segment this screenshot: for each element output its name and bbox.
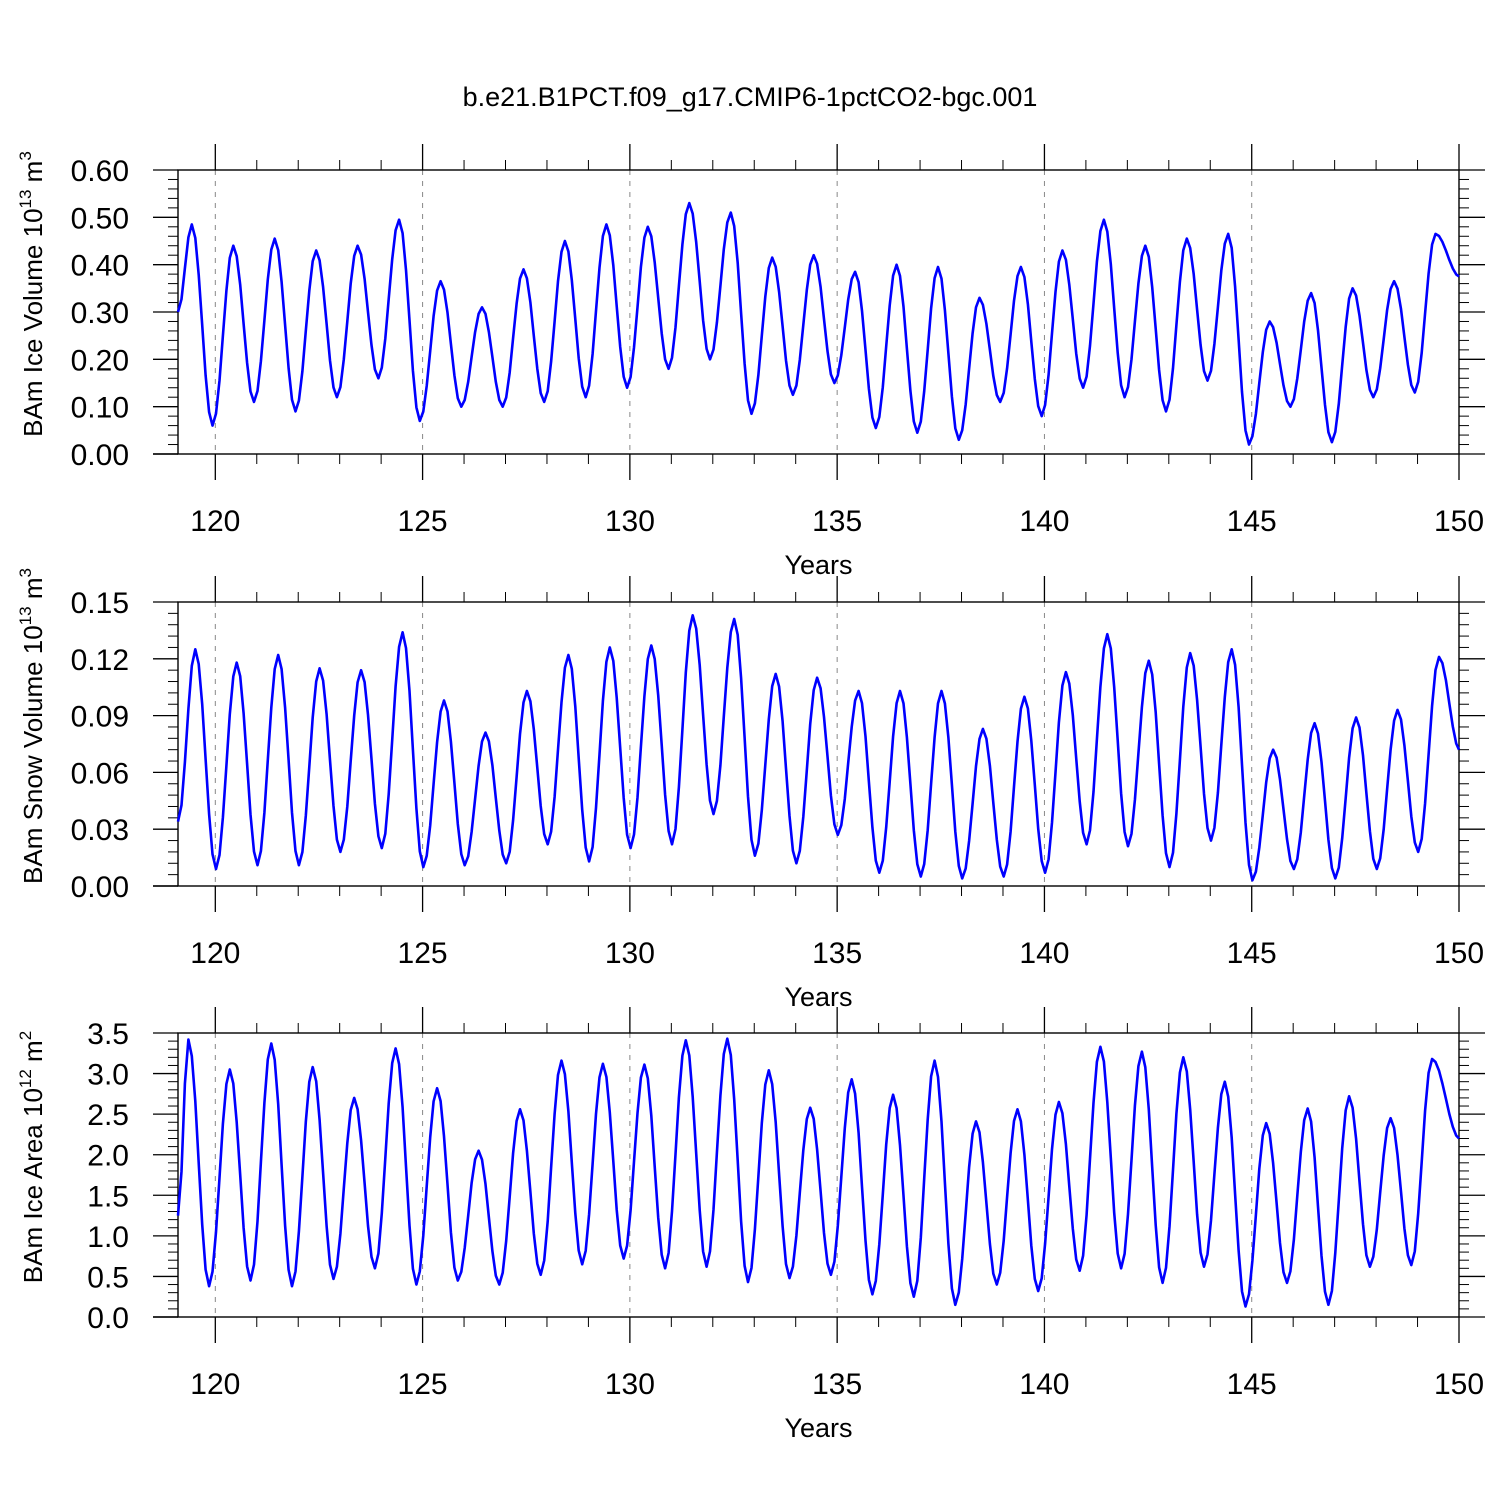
y-tick-label: 0.40	[71, 250, 129, 283]
y-tick-label: 0.00	[71, 439, 129, 472]
x-tick-label: 125	[398, 1368, 448, 1401]
plot-frame	[177, 1032, 1460, 1318]
y-axis-label: BAm Ice Area 1012 m2	[16, 1031, 48, 1283]
series-line	[176, 201, 1460, 446]
panel-ice-volume: 0.00 0.10 0.20 0.30 0.40 0.50 0.60 120 125 130 135…	[16, 144, 1485, 580]
x-axis-label: Years	[784, 1413, 852, 1443]
x-tick-label: 135	[812, 937, 862, 970]
x-axis-label: Years	[784, 982, 852, 1012]
x-tick-label: 150	[1434, 937, 1484, 970]
x-tick-label: 145	[1227, 937, 1277, 970]
y-tick-label: 1.5	[87, 1180, 129, 1213]
y-axis-label: BAm Snow Volume 1013 m3	[16, 568, 48, 884]
y-tick-label: 0.10	[71, 392, 129, 425]
y-tick-label: 0.06	[71, 757, 129, 790]
x-tick-label: 120	[190, 937, 240, 970]
plot-frame	[177, 169, 1460, 455]
y-tick-label: 0.03	[71, 814, 129, 847]
y-tick-label: 2.0	[87, 1140, 129, 1173]
x-tick-label: 130	[605, 1368, 655, 1401]
x-tick-label: 145	[1227, 1368, 1277, 1401]
y-tick-label: 0.60	[71, 155, 129, 188]
series-line	[176, 1037, 1460, 1308]
y-tick-label: 2.5	[87, 1099, 129, 1132]
y-tick-label: 0.00	[71, 871, 129, 904]
panel-snow-volume: 0.00 0.03 0.06 0.09 0.12 0.15 120 125 130 135 140 1…	[16, 568, 1485, 1012]
x-tick-label: 150	[1434, 1368, 1484, 1401]
x-tick-label: 140	[1019, 505, 1069, 538]
y-tick-label: 0.30	[71, 297, 129, 330]
figure-title: b.e21.B1PCT.f09_g17.CMIP6-1pctCO2-bgc.00…	[463, 82, 1038, 112]
x-tick-label: 145	[1227, 505, 1277, 538]
y-tick-label: 3.0	[87, 1059, 129, 1092]
y-tick-label: 0.20	[71, 344, 129, 377]
x-tick-label: 150	[1434, 505, 1484, 538]
x-tick-label: 140	[1019, 937, 1069, 970]
x-tick-label: 120	[190, 1368, 240, 1401]
y-tick-label: 0.12	[71, 644, 129, 677]
x-tick-label: 140	[1019, 1368, 1069, 1401]
x-tick-label: 130	[605, 937, 655, 970]
x-tick-label: 120	[190, 505, 240, 538]
y-tick-label: 0.50	[71, 202, 129, 235]
panel-ice-area: 0.0 0.5 1.0 1.5 2.0 2.5 3.0 3.5 120 125 130 135 140 1…	[16, 1007, 1485, 1443]
y-tick-label: 0.5	[87, 1261, 129, 1294]
y-tick-label: 1.0	[87, 1221, 129, 1254]
x-axis-label: Years	[784, 550, 852, 580]
plot-frame	[177, 601, 1460, 887]
y-tick-label: 0.0	[87, 1302, 129, 1335]
x-tick-label: 125	[398, 937, 448, 970]
x-tick-label: 135	[812, 1368, 862, 1401]
y-axis-label: BAm Ice Volume 1013 m3	[16, 151, 48, 437]
series-line	[176, 613, 1461, 882]
y-tick-label: 0.15	[71, 587, 129, 620]
x-tick-label: 135	[812, 505, 862, 538]
x-tick-label: 125	[398, 505, 448, 538]
y-tick-label: 0.09	[71, 701, 129, 734]
x-tick-label: 130	[605, 505, 655, 538]
y-tick-label: 3.5	[87, 1018, 129, 1051]
